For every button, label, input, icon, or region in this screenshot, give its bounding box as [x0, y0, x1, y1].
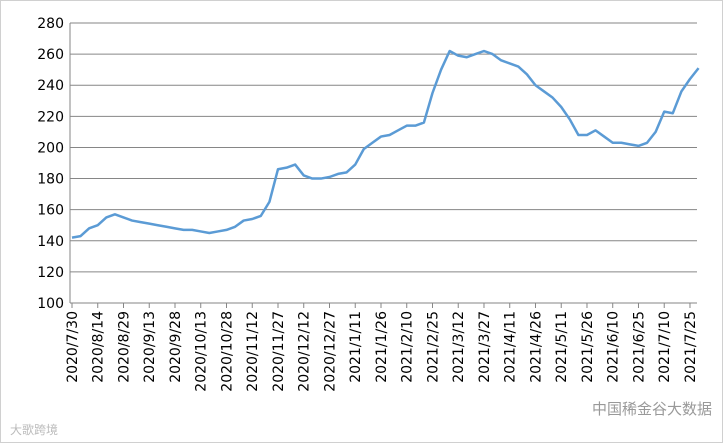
x-tick-label: 2021/5/26	[580, 311, 596, 383]
x-tick-label: 2021/3/12	[451, 311, 467, 383]
x-tick-label: 2020/9/13	[142, 311, 158, 383]
x-tick-label: 2021/4/26	[528, 311, 544, 383]
y-tick-label: 240	[37, 78, 64, 94]
x-tick-label: 2021/5/11	[554, 311, 570, 383]
x-tick-label: 2020/10/28	[219, 311, 235, 392]
x-tick-label: 2021/3/27	[477, 311, 493, 383]
x-tick-label: 2021/6/25	[631, 311, 647, 383]
x-tick-label: 2021/1/26	[374, 311, 390, 383]
y-tick-label: 280	[37, 16, 64, 32]
watermark-right: 中国稀金谷大数据	[592, 400, 712, 418]
y-tick-label: 260	[37, 47, 64, 63]
x-tick-label: 2021/7/25	[683, 311, 699, 383]
watermark-left: 大歌跨境	[10, 422, 58, 437]
x-tick-label: 2021/1/11	[348, 311, 364, 383]
x-tick-label: 2020/10/13	[194, 311, 210, 392]
y-tick-label: 100	[37, 296, 64, 312]
x-tick-label: 2020/7/30	[65, 311, 81, 383]
x-tick-label: 2021/4/11	[503, 311, 519, 383]
x-tick-label: 2020/8/29	[116, 311, 132, 383]
x-tick-label: 2021/2/10	[400, 311, 416, 383]
x-tick-label: 2020/12/27	[322, 311, 338, 392]
y-tick-label: 220	[37, 109, 64, 125]
y-tick-label: 160	[37, 203, 64, 219]
x-tick-label: 2020/9/28	[168, 311, 184, 383]
data-line	[71, 49, 700, 239]
y-tick-label: 120	[37, 265, 64, 281]
x-tick-label: 2021/6/10	[606, 311, 622, 383]
x-tick-label: 2021/7/10	[657, 311, 673, 383]
y-tick-label: 200	[37, 140, 64, 156]
x-tick-label: 2020/8/14	[91, 311, 107, 383]
x-tick-label: 2020/12/12	[297, 311, 313, 392]
x-tick-label: 2021/2/25	[425, 311, 441, 383]
y-tick-label: 180	[37, 172, 64, 188]
y-tick-label: 140	[37, 234, 64, 250]
x-tick-label: 2020/11/12	[245, 311, 261, 392]
x-tick-label: 2020/11/27	[271, 311, 287, 392]
